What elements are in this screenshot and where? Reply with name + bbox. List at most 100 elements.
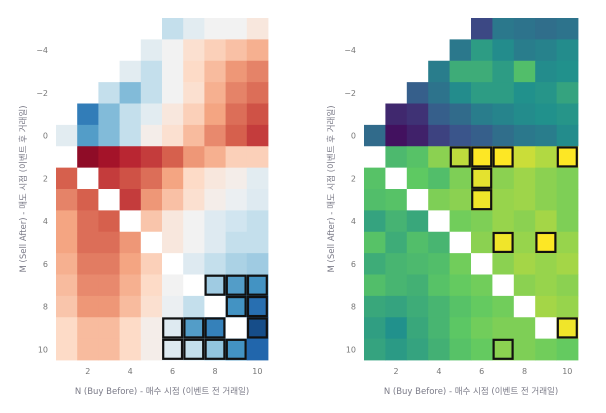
highlight-box <box>162 317 184 339</box>
heatmap-cell <box>140 146 163 169</box>
heatmap-cell <box>449 189 472 211</box>
heatmap-cell <box>225 39 248 62</box>
highlight-box <box>225 295 247 318</box>
heatmap-cell <box>535 338 557 361</box>
heatmap-cell <box>471 231 493 254</box>
heatmap-cell <box>535 295 557 318</box>
highlight-box <box>204 317 226 339</box>
heatmap-cell <box>492 82 515 104</box>
heatmap-cell <box>98 167 120 190</box>
heatmap-cell <box>492 167 515 190</box>
heatmap-cell <box>385 253 408 275</box>
highlight-box <box>246 295 268 318</box>
heatmap-cell <box>513 124 536 147</box>
heatmap-cell <box>204 146 226 169</box>
heatmap-cell <box>513 39 536 62</box>
y-tick-label: 2 <box>351 174 356 183</box>
heatmap-cell <box>183 167 205 190</box>
highlight-box <box>183 338 205 360</box>
heatmap-cell <box>449 231 472 254</box>
heatmap-cell <box>492 210 515 233</box>
heatmap-cell <box>535 253 557 275</box>
heatmap-cell <box>56 274 78 297</box>
highlight-box <box>246 274 268 296</box>
heatmap-cell <box>513 60 536 83</box>
heatmap-cell <box>406 295 429 318</box>
heatmap-cell <box>183 295 205 318</box>
heatmap-cell <box>364 317 386 340</box>
heatmap-cell <box>77 274 99 297</box>
heatmap-cell <box>364 189 386 211</box>
heatmap-cell <box>246 103 269 126</box>
heatmap-cell <box>183 18 205 40</box>
heatmap-cell <box>364 253 386 275</box>
heatmap-cell <box>428 189 450 211</box>
heatmap-cell <box>119 231 142 254</box>
heatmap-cell <box>119 253 142 275</box>
heatmap-cell <box>183 39 205 62</box>
heatmap-cell <box>225 167 248 190</box>
heatmap-cell <box>556 317 579 340</box>
heatmap-cell <box>56 253 78 275</box>
heatmap-cell <box>471 317 493 340</box>
heatmap-cell <box>449 274 472 297</box>
x-tick-label: 2 <box>85 367 90 376</box>
heatmap-cell <box>162 317 184 340</box>
heatmap-cell <box>556 18 579 40</box>
highlight-box <box>535 231 557 254</box>
heatmap-cell <box>246 338 269 361</box>
y-tick-label: −2 <box>344 89 356 98</box>
heatmap-cell <box>535 189 557 211</box>
heatmap-cell <box>513 274 536 297</box>
heatmap-cell <box>98 231 120 254</box>
heatmap-cell <box>406 231 429 254</box>
heatmap-cell <box>556 295 579 318</box>
y-tick-label: −4 <box>36 46 48 55</box>
heatmap-cell <box>406 146 429 169</box>
heatmap-cell <box>513 338 536 361</box>
y-tick-label: 8 <box>43 303 48 312</box>
heatmap-cell <box>449 39 472 62</box>
heatmap-cell <box>77 317 99 340</box>
heatmap-cell <box>364 146 386 169</box>
heatmap-cell <box>406 253 429 275</box>
heatmap-cell <box>119 146 142 169</box>
heatmap-cell <box>204 231 226 254</box>
heatmap-cell <box>204 82 226 104</box>
heatmap-cell <box>162 82 184 104</box>
heatmap-cell <box>535 317 557 340</box>
y-tick-label: 6 <box>43 260 48 269</box>
heatmap-cell <box>183 231 205 254</box>
heatmap-cell <box>77 210 99 233</box>
heatmap-cell <box>556 210 579 233</box>
heatmap-cell <box>162 210 184 233</box>
heatmap-cell <box>406 210 429 233</box>
heatmap-cell <box>162 189 184 211</box>
x-tick-label: 4 <box>128 367 133 376</box>
heatmap-cell <box>492 60 515 83</box>
highlight-box <box>204 274 226 296</box>
highlight-box <box>556 317 578 339</box>
heatmap-cell <box>56 317 78 340</box>
y-tick-label: 0 <box>43 132 48 141</box>
heatmap-cell <box>406 189 429 211</box>
heatmap-cell <box>449 124 472 147</box>
heatmap-cell <box>535 231 557 254</box>
highlight-box <box>204 338 226 360</box>
y-tick-label: −4 <box>344 46 356 55</box>
heatmap-cell <box>183 146 205 169</box>
heatmap-cell <box>183 274 205 297</box>
heatmap-cell <box>225 338 248 361</box>
heatmap-cell <box>385 189 408 211</box>
heatmap-cell <box>98 210 120 233</box>
heatmap-cell <box>428 60 450 83</box>
heatmap-cell <box>471 210 493 233</box>
heatmap-cell <box>492 18 515 40</box>
heatmap-cell <box>140 274 163 297</box>
heatmap-cell <box>428 274 450 297</box>
heatmap-cell <box>119 317 142 340</box>
heatmap-cell <box>428 317 450 340</box>
heatmap-cell <box>385 146 408 169</box>
